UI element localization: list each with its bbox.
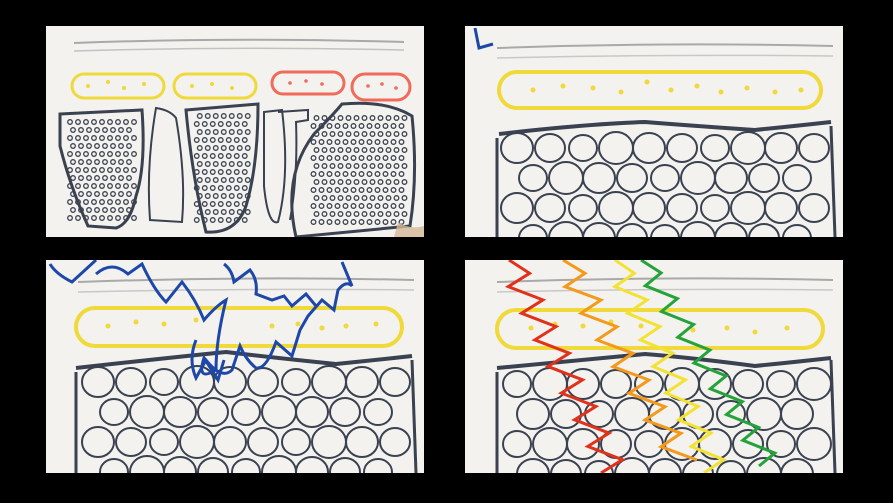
fat-pad-2 — [172, 72, 258, 100]
tissue-boundary — [498, 119, 832, 136]
blue-wave-tip — [473, 27, 494, 50]
blue-radiation-wave-2 — [223, 262, 318, 309]
panel-cell-layer — [465, 26, 843, 237]
fat-layer — [495, 308, 825, 350]
blue-wave-drawing — [48, 260, 418, 473]
panel-tissue-lobules — [46, 26, 424, 237]
orange-radiation-wave — [561, 260, 698, 462]
lobule-2 — [184, 102, 260, 234]
inflamed-pad-2 — [350, 72, 412, 102]
duct-2 — [263, 108, 287, 224]
lobule-3 — [290, 101, 417, 237]
tissue-boundary — [496, 351, 832, 370]
cell-layer-drawing — [473, 27, 837, 237]
inflamed-pad-1 — [270, 70, 346, 96]
tissue-boundary — [75, 349, 413, 370]
fat-layer — [74, 306, 404, 348]
blue-radiation-wave — [48, 260, 354, 384]
green-radiation-wave — [640, 260, 778, 468]
yellow-radiation-wave — [611, 260, 727, 473]
lobule-drawing — [58, 38, 424, 237]
panel-color-waves — [465, 260, 843, 473]
panel-blue-wave — [46, 260, 424, 473]
hand-edge — [394, 222, 424, 237]
color-waves-drawing — [495, 260, 837, 473]
red-radiation-wave — [504, 260, 626, 473]
duct-1 — [147, 106, 185, 224]
fat-layer — [497, 70, 823, 110]
fat-pad-1 — [70, 72, 166, 100]
